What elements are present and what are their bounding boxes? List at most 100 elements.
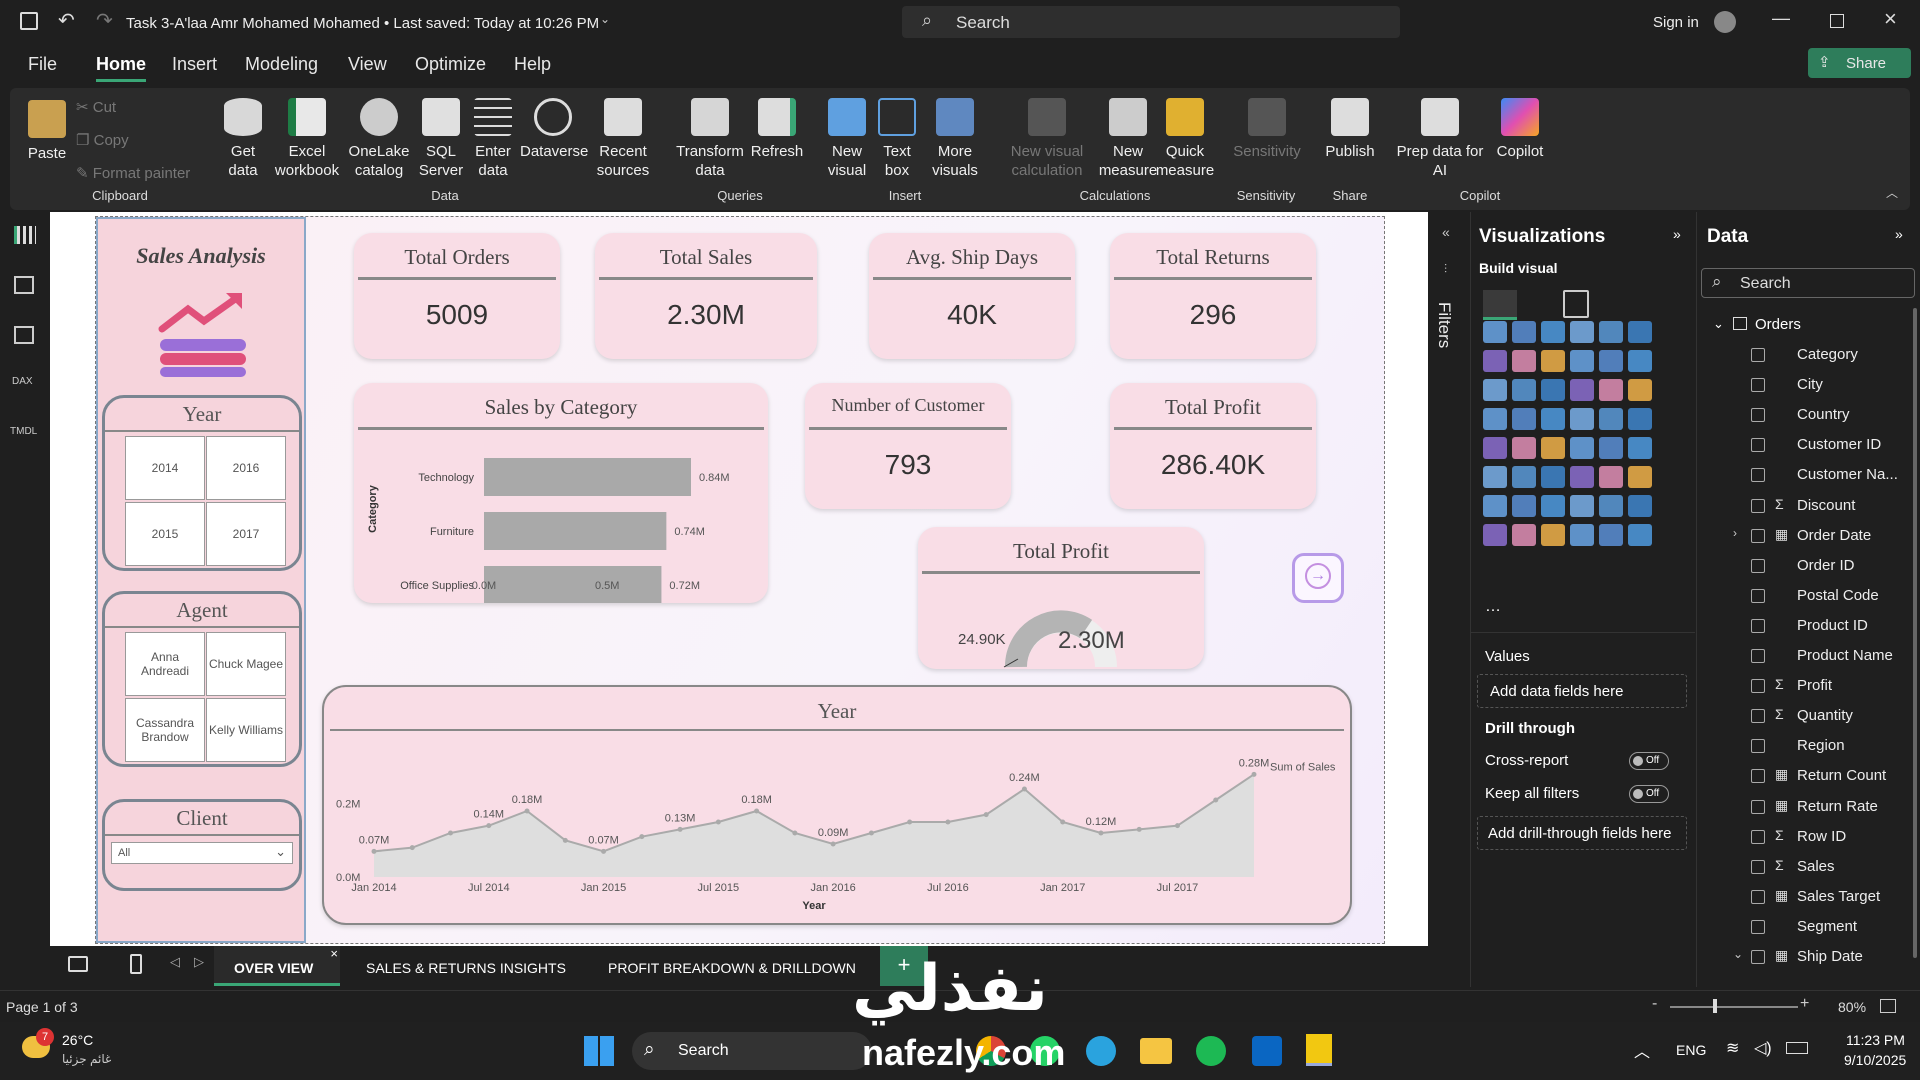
onelake-button[interactable]: OneLake catalog bbox=[346, 98, 412, 180]
copy-button[interactable]: ❐ Copy bbox=[76, 131, 129, 150]
visual-type-icon[interactable] bbox=[1599, 437, 1623, 459]
zoom-slider-thumb[interactable] bbox=[1713, 999, 1717, 1013]
visual-type-icon[interactable] bbox=[1628, 321, 1652, 343]
visual-type-icon[interactable] bbox=[1483, 321, 1507, 343]
zoom-in-icon[interactable]: + bbox=[1800, 995, 1810, 1012]
volume-icon[interactable]: ◁) bbox=[1754, 1040, 1772, 1057]
desktop-layout-icon[interactable] bbox=[68, 956, 88, 972]
orders-table[interactable]: Orders bbox=[1755, 316, 1801, 333]
model-view-icon[interactable] bbox=[14, 326, 34, 344]
tab-sales-returns[interactable]: SALES & RETURNS INSIGHTS bbox=[366, 960, 566, 976]
field-item[interactable]: Country bbox=[1797, 406, 1850, 424]
prev-page-icon[interactable]: ◁ bbox=[170, 954, 180, 969]
visual-type-icon[interactable] bbox=[1599, 321, 1623, 343]
next-page-icon[interactable]: ▷ bbox=[194, 954, 204, 969]
tab-overview[interactable]: OVER VIEW × bbox=[214, 946, 340, 986]
menu-view[interactable]: View bbox=[348, 54, 387, 74]
save-icon[interactable] bbox=[20, 12, 38, 30]
field-item[interactable]: Ship Date bbox=[1797, 948, 1863, 965]
add-page-button[interactable]: + bbox=[880, 946, 928, 986]
format-visual-icon[interactable] bbox=[1563, 290, 1589, 318]
visual-type-icon[interactable] bbox=[1541, 495, 1565, 517]
report-view-icon[interactable] bbox=[14, 226, 36, 244]
field-item[interactable]: Region bbox=[1797, 737, 1845, 755]
field-checkbox[interactable] bbox=[1751, 649, 1765, 663]
visual-type-icon[interactable] bbox=[1483, 350, 1507, 372]
agent-option[interactable]: Chuck Magee bbox=[206, 632, 286, 696]
quick-measure-button[interactable]: Quick measure bbox=[1152, 98, 1218, 180]
next-page-button[interactable]: → bbox=[1292, 553, 1344, 603]
visual-type-icon[interactable] bbox=[1512, 408, 1536, 430]
year-2014-option[interactable]: 2014 bbox=[125, 436, 205, 500]
visual-type-icon[interactable] bbox=[1599, 408, 1623, 430]
field-item[interactable]: Postal Code bbox=[1797, 586, 1879, 604]
minimize-icon[interactable]: — bbox=[1772, 8, 1790, 28]
sign-in-link[interactable]: Sign in bbox=[1653, 14, 1699, 31]
maximize-icon[interactable] bbox=[1830, 14, 1844, 28]
sensitivity-button[interactable]: Sensitivity bbox=[1232, 98, 1302, 161]
visual-type-icon[interactable] bbox=[1570, 379, 1594, 401]
chevron-down-icon[interactable]: ⌄ bbox=[600, 12, 611, 26]
visual-type-icon[interactable] bbox=[1512, 524, 1536, 546]
menu-optimize[interactable]: Optimize bbox=[415, 54, 487, 74]
visual-type-icon[interactable] bbox=[1512, 466, 1536, 488]
field-item[interactable]: Product Name bbox=[1797, 647, 1893, 664]
field-item[interactable]: City bbox=[1797, 376, 1823, 394]
visual-type-icon[interactable] bbox=[1570, 524, 1594, 546]
telegram-icon[interactable] bbox=[1086, 1036, 1116, 1066]
build-visual-icon[interactable] bbox=[1483, 290, 1517, 320]
field-item[interactable]: Profit bbox=[1797, 677, 1833, 695]
scrollbar[interactable] bbox=[1913, 308, 1917, 958]
data-search-input[interactable]: ⌕ Search bbox=[1701, 268, 1915, 298]
visual-type-icon[interactable] bbox=[1599, 524, 1623, 546]
client-dropdown[interactable]: All ⌄ bbox=[111, 842, 293, 864]
sql-server-button[interactable]: SQL Server bbox=[416, 98, 466, 180]
tray-chevron-icon[interactable]: ︿ bbox=[1634, 1044, 1651, 1061]
cut-button[interactable]: ✂ Cut bbox=[76, 98, 116, 117]
visual-type-icon[interactable] bbox=[1628, 379, 1652, 401]
visual-type-icon[interactable] bbox=[1483, 437, 1507, 459]
field-checkbox[interactable] bbox=[1751, 919, 1765, 934]
chevron-right-icon[interactable]: › bbox=[1733, 525, 1737, 540]
field-item[interactable]: Segment bbox=[1797, 917, 1858, 935]
field-checkbox[interactable] bbox=[1751, 558, 1765, 573]
tab-profit-breakdown[interactable]: PROFIT BREAKDOWN & DRILLDOWN bbox=[608, 960, 856, 976]
visual-type-icon[interactable] bbox=[1483, 466, 1507, 488]
visual-type-icon[interactable] bbox=[1570, 350, 1594, 372]
text-box-button[interactable]: Text box bbox=[876, 98, 918, 180]
field-item[interactable]: Customer Na... bbox=[1797, 466, 1898, 484]
cross-report-toggle[interactable]: Off bbox=[1629, 752, 1669, 770]
year-2016-option[interactable]: 2016 bbox=[206, 436, 286, 500]
visual-type-icon[interactable] bbox=[1599, 379, 1623, 401]
visual-type-icon[interactable] bbox=[1541, 408, 1565, 430]
agent-option[interactable]: Kelly Williams bbox=[206, 698, 286, 762]
zoom-level[interactable]: 80% bbox=[1838, 999, 1867, 1015]
publish-button[interactable]: Publish bbox=[1322, 98, 1378, 161]
field-item[interactable]: Sales bbox=[1797, 857, 1835, 875]
field-checkbox[interactable] bbox=[1751, 799, 1765, 814]
visual-type-icon[interactable] bbox=[1483, 408, 1507, 430]
visual-type-icon[interactable] bbox=[1570, 321, 1594, 343]
field-checkbox[interactable] bbox=[1751, 889, 1765, 904]
collapse-data-icon[interactable]: » bbox=[1895, 226, 1903, 242]
visual-type-icon[interactable] bbox=[1541, 321, 1565, 343]
menu-file[interactable]: File bbox=[28, 54, 58, 74]
visual-type-icon[interactable] bbox=[1541, 437, 1565, 459]
table-view-icon[interactable] bbox=[14, 276, 34, 294]
taskbar-search[interactable]: ⌕ Search bbox=[632, 1032, 872, 1070]
menu-modeling[interactable]: Modeling bbox=[245, 54, 319, 74]
visual-type-icon[interactable] bbox=[1570, 408, 1594, 430]
chrome-icon[interactable] bbox=[976, 1036, 1006, 1066]
enter-data-button[interactable]: Enter data bbox=[468, 98, 518, 180]
field-checkbox[interactable] bbox=[1751, 679, 1765, 694]
paste-button[interactable]: Paste bbox=[22, 100, 72, 163]
agent-option[interactable]: Anna Andreadi bbox=[125, 632, 205, 696]
battery-icon[interactable] bbox=[1786, 1042, 1808, 1054]
field-checkbox[interactable] bbox=[1751, 618, 1765, 633]
visual-type-icon[interactable] bbox=[1628, 437, 1652, 459]
visual-type-icon[interactable] bbox=[1541, 466, 1565, 488]
field-item[interactable]: Discount bbox=[1797, 496, 1856, 514]
zoom-out-icon[interactable]: - bbox=[1652, 995, 1658, 1012]
whatsapp-icon[interactable] bbox=[1030, 1036, 1060, 1066]
field-checkbox[interactable] bbox=[1751, 528, 1765, 543]
